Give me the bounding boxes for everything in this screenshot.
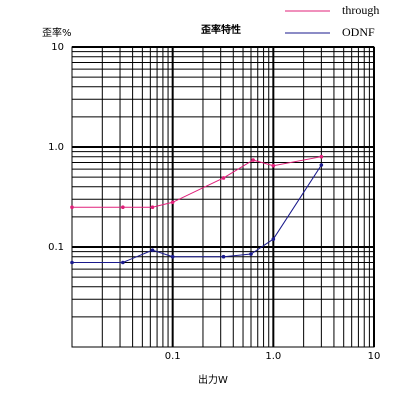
data-point	[271, 237, 276, 241]
data-point	[70, 260, 74, 265]
data-point	[319, 154, 324, 159]
y-tick-label: 10	[51, 42, 64, 53]
x-tick-label: 1.0	[265, 351, 281, 362]
y-axis-label: 歪率%	[42, 26, 72, 39]
x-tick-label: 10	[368, 351, 381, 362]
x-axis-label: 出力W	[198, 373, 228, 386]
data-point	[271, 163, 276, 168]
chart-title: 歪率特性	[201, 23, 241, 36]
y-tick-label: 1.0	[48, 142, 64, 153]
data-point	[121, 260, 125, 265]
legend-label: ODNF	[342, 25, 375, 39]
y-tick-label: 0.1	[48, 242, 64, 253]
data-point	[170, 254, 175, 259]
series-line	[72, 156, 322, 208]
data-point	[150, 205, 155, 210]
data-point	[319, 163, 324, 167]
data-point	[221, 176, 226, 180]
data-point	[170, 200, 175, 205]
data-point	[150, 248, 155, 252]
data-point	[249, 252, 253, 256]
data-point	[121, 205, 125, 210]
data-point	[221, 254, 226, 259]
x-tick-label: 0.1	[165, 351, 181, 362]
legend-label: through	[342, 3, 379, 17]
series-line	[72, 164, 322, 263]
data-point	[70, 205, 74, 210]
data-point	[251, 158, 255, 162]
